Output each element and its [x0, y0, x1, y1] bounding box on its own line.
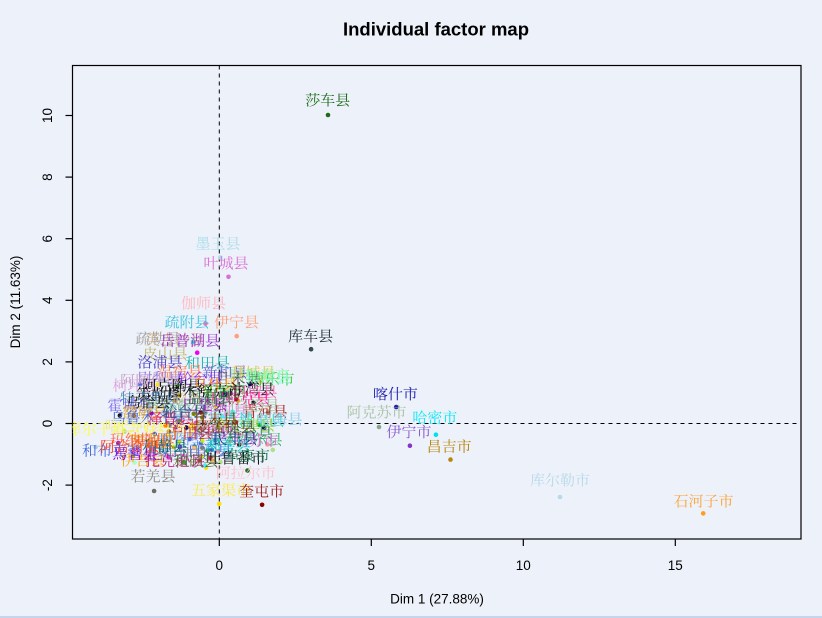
svg-text:0: 0 — [40, 420, 55, 428]
svg-text:10: 10 — [40, 108, 55, 123]
svg-text:-2: -2 — [40, 479, 55, 491]
svg-text:15: 15 — [668, 558, 683, 573]
svg-text:Individual factor map: Individual factor map — [343, 19, 529, 40]
svg-text:2: 2 — [40, 358, 55, 366]
svg-text:5: 5 — [368, 558, 376, 573]
svg-text:0: 0 — [216, 558, 224, 573]
svg-text:Dim 1 (27.88%): Dim 1 (27.88%) — [390, 592, 484, 607]
svg-text:10: 10 — [516, 558, 531, 573]
svg-text:4: 4 — [40, 296, 55, 304]
svg-text:6: 6 — [40, 235, 55, 243]
svg-text:Dim 2 (11.63%): Dim 2 (11.63%) — [8, 256, 23, 349]
svg-text:8: 8 — [40, 173, 55, 181]
